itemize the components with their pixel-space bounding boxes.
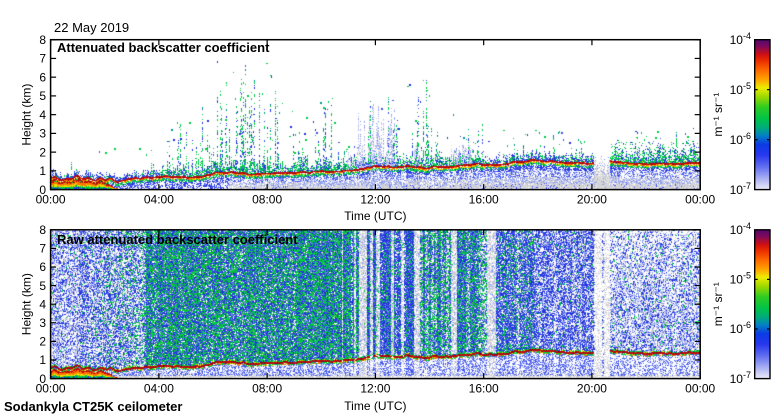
svg-text:m⁻¹ sr⁻¹: m⁻¹ sr⁻¹: [711, 282, 725, 326]
svg-text:7: 7: [39, 242, 46, 256]
svg-text:00:00: 00:00: [36, 193, 66, 207]
svg-text:10-4: 10-4: [730, 31, 751, 47]
svg-text:12:00: 12:00: [360, 382, 390, 396]
svg-text:6: 6: [39, 70, 46, 84]
svg-text:1: 1: [39, 164, 46, 178]
svg-text:04:00: 04:00: [144, 193, 174, 207]
svg-text:2: 2: [39, 145, 46, 159]
svg-text:3: 3: [39, 127, 46, 141]
svg-text:10-4: 10-4: [730, 221, 751, 237]
svg-text:m⁻¹ sr⁻¹: m⁻¹ sr⁻¹: [711, 93, 725, 137]
svg-text:Attenuated backscatter coeffic: Attenuated backscatter coefficient: [57, 40, 270, 55]
svg-text:10-5: 10-5: [730, 271, 751, 287]
svg-text:4: 4: [39, 297, 46, 311]
svg-text:Raw attenuated backscatter coe: Raw attenuated backscatter coefficient: [57, 232, 298, 247]
svg-text:2: 2: [39, 335, 46, 349]
svg-text:7: 7: [39, 52, 46, 66]
svg-text:10-6: 10-6: [730, 131, 751, 147]
svg-text:8: 8: [39, 223, 46, 237]
svg-text:00:00: 00:00: [685, 193, 715, 207]
svg-text:8: 8: [39, 33, 46, 47]
svg-text:10-7: 10-7: [730, 370, 751, 386]
svg-text:20:00: 20:00: [577, 193, 607, 207]
svg-text:Height (km): Height (km): [20, 273, 34, 335]
svg-text:16:00: 16:00: [469, 382, 499, 396]
svg-text:Time (UTC): Time (UTC): [344, 209, 406, 223]
svg-text:08:00: 08:00: [252, 382, 282, 396]
svg-text:00:00: 00:00: [36, 382, 66, 396]
svg-text:12:00: 12:00: [360, 193, 390, 207]
svg-text:10-7: 10-7: [730, 181, 751, 197]
svg-text:3: 3: [39, 316, 46, 330]
svg-text:Time (UTC): Time (UTC): [344, 399, 406, 413]
svg-text:0: 0: [39, 183, 46, 197]
svg-text:00:00: 00:00: [685, 382, 715, 396]
svg-text:08:00: 08:00: [252, 193, 282, 207]
svg-text:20:00: 20:00: [577, 382, 607, 396]
svg-text:16:00: 16:00: [469, 193, 499, 207]
svg-text:4: 4: [39, 108, 46, 122]
svg-text:04:00: 04:00: [144, 382, 174, 396]
svg-text:10-5: 10-5: [730, 81, 751, 97]
svg-text:Sodankyla CT25K ceilometer: Sodankyla CT25K ceilometer: [4, 399, 182, 414]
svg-text:6: 6: [39, 260, 46, 274]
svg-text:1: 1: [39, 353, 46, 367]
svg-text:22 May 2019: 22 May 2019: [54, 20, 129, 35]
svg-text:5: 5: [39, 279, 46, 293]
svg-text:Height (km): Height (km): [20, 84, 34, 146]
svg-text:5: 5: [39, 89, 46, 103]
svg-text:0: 0: [39, 372, 46, 386]
svg-text:10-6: 10-6: [730, 320, 751, 336]
